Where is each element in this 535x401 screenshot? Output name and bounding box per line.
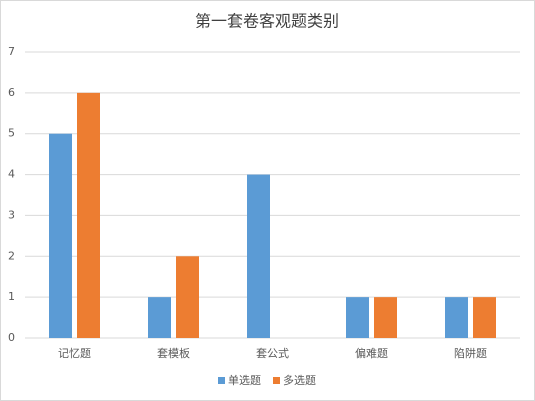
bar xyxy=(473,297,496,338)
legend-swatch xyxy=(218,377,225,384)
bar xyxy=(49,133,72,338)
y-tick-label: 1 xyxy=(8,290,15,303)
bar xyxy=(176,256,199,338)
legend-label: 单选题 xyxy=(228,374,261,387)
x-tick-label: 套公式 xyxy=(256,347,289,360)
bar xyxy=(247,174,270,338)
bar xyxy=(77,92,100,338)
x-tick-label: 记忆题 xyxy=(58,347,91,360)
x-tick-label: 偏难题 xyxy=(355,346,388,360)
y-tick-label: 4 xyxy=(8,168,15,181)
bar xyxy=(346,297,369,338)
bar xyxy=(148,297,171,338)
x-tick-label: 套模板 xyxy=(157,346,190,360)
bar xyxy=(445,297,468,338)
y-tick-label: 3 xyxy=(8,208,15,221)
x-tick-label: 陷阱题 xyxy=(454,346,487,360)
legend-swatch xyxy=(273,377,280,384)
y-tick-label: 5 xyxy=(8,127,15,140)
legend-label: 多选题 xyxy=(283,373,316,387)
chart-title: 第一套卷客观题类别 xyxy=(195,12,339,31)
y-tick-label: 7 xyxy=(8,45,15,58)
y-tick-label: 6 xyxy=(8,86,15,99)
y-tick-label: 2 xyxy=(8,249,15,262)
bar xyxy=(374,297,397,338)
y-tick-label: 0 xyxy=(8,331,15,344)
